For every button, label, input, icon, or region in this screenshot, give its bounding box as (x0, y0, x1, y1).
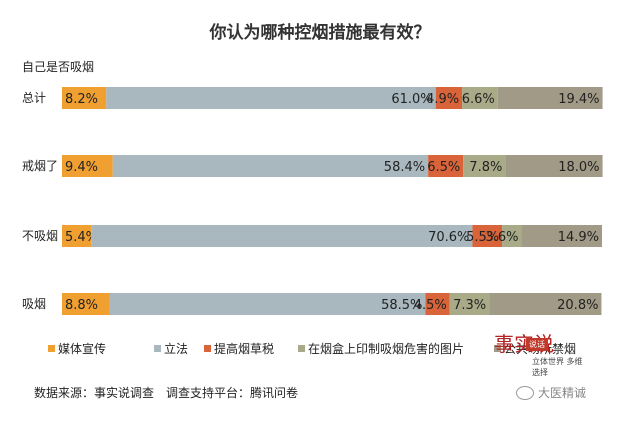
data-label: 8.2% (65, 92, 98, 107)
bar-segment (435, 87, 463, 109)
bar-segment (428, 155, 464, 177)
data-label: 7.3% (453, 298, 486, 313)
bar-segment (62, 155, 113, 177)
data-label: 58.5% (381, 298, 422, 313)
watermark-text: 大医精诚 (538, 386, 587, 400)
bar-segment (91, 225, 473, 247)
data-label: 5.5% (466, 230, 499, 245)
legend-label: 在烟盒上印制吸烟危害的图片 (308, 342, 465, 356)
data-label: 61.0% (391, 92, 432, 107)
data-label: 6.5% (427, 160, 460, 175)
data-label: 5.4% (65, 230, 98, 245)
data-label: 6.6% (462, 92, 495, 107)
wechat-icon (516, 385, 534, 400)
legend-item: 在烟盒上印制吸烟危害的图片 (298, 340, 464, 357)
data-label: 70.6% (428, 230, 469, 245)
legend-swatch (298, 345, 305, 352)
bar-segment (106, 87, 436, 109)
bar-segment (463, 155, 506, 177)
data-label: 8.8% (65, 298, 98, 313)
bar-segment (497, 87, 603, 109)
category-label: 不吸烟 (22, 229, 58, 243)
bar-segment (62, 225, 92, 247)
category-label: 吸烟 (22, 297, 46, 311)
logo-tagline: 立体世界 多维选择 (532, 357, 583, 377)
legend-swatch (494, 345, 501, 352)
legend-item: 立法 (154, 340, 188, 357)
bar-segment (425, 293, 450, 315)
data-label: 3.6% (486, 230, 519, 245)
legend-swatch (48, 345, 55, 352)
logo-stamp: 说话 (526, 338, 548, 351)
bar-segment (62, 87, 107, 109)
bar-segment (505, 155, 603, 177)
data-label: 14.9% (558, 230, 599, 245)
bar-segment (62, 293, 110, 315)
bar-segment (462, 87, 498, 109)
bar-segment (449, 293, 490, 315)
bar-segment (502, 225, 522, 247)
bar-segment (109, 293, 426, 315)
data-label: 9.4% (65, 160, 98, 175)
chart-subtitle: 自己是否吸烟 (22, 60, 95, 74)
wechat-watermark: 大医精诚 (516, 384, 586, 401)
bar-segment (472, 225, 503, 247)
legend-label: 立法 (164, 342, 189, 356)
legend-item: 媒体宣传 (48, 340, 106, 357)
legend-swatch (204, 345, 211, 352)
data-label: 20.8% (557, 298, 598, 313)
chart-legend: 媒体宣传立法提高烟草税在烟盒上印制吸烟危害的图片公共场所禁烟 (48, 340, 628, 360)
bar-segment (521, 225, 602, 247)
data-label: 4.9% (426, 92, 459, 107)
legend-label: 提高烟草税 (214, 342, 275, 356)
legend-swatch (154, 345, 161, 352)
category-label: 总计 (22, 91, 46, 105)
data-source-note: 数据来源：事实说调查 调查支持平台：腾讯问卷 (34, 386, 299, 400)
publisher-logo: 事实说 说话 立体世界 多维选择 (488, 330, 584, 380)
category-label: 戒烟了 (22, 159, 58, 173)
legend-item: 提高烟草税 (204, 340, 274, 357)
data-label: 58.4% (384, 160, 425, 175)
bar-segment (112, 155, 429, 177)
data-label: 18.0% (558, 160, 599, 175)
data-label: 4.5% (414, 298, 447, 313)
chart-title: 你认为哪种控烟措施最有效？ (209, 23, 431, 43)
bar-segment (489, 293, 602, 315)
data-label: 19.4% (558, 92, 599, 107)
data-label: 7.8% (469, 160, 502, 175)
legend-label: 媒体宣传 (58, 342, 107, 356)
